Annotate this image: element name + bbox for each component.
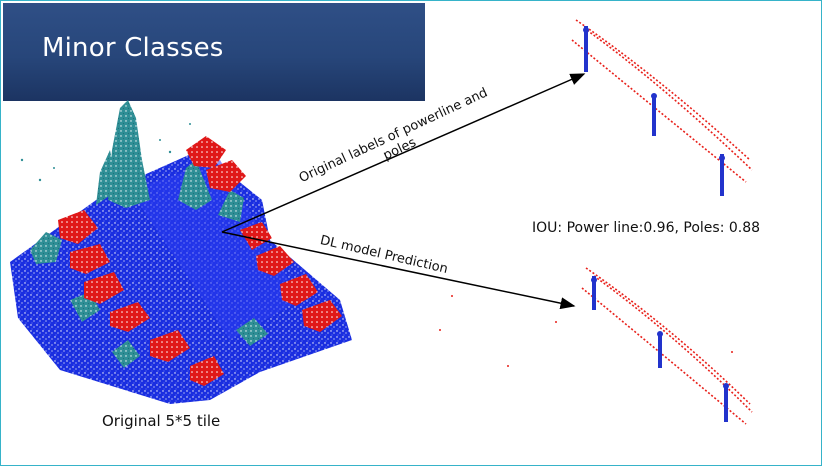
tile-caption: Original 5*5 tile <box>102 412 221 430</box>
arrow-to-prediction <box>221 231 576 310</box>
road-points <box>130 160 300 340</box>
building-points <box>58 136 342 386</box>
vegetation-points <box>30 100 268 368</box>
iou-text: IOU: Power line:0.96, Poles: 0.88 <box>532 220 761 236</box>
title-banner: Minor Classes <box>3 3 425 101</box>
arrow-to-original-labels <box>221 73 586 233</box>
slide-title: Minor Classes <box>42 33 224 63</box>
scattered-points <box>20 123 191 182</box>
ground-points <box>10 150 352 404</box>
prediction-noise-points <box>439 295 733 367</box>
